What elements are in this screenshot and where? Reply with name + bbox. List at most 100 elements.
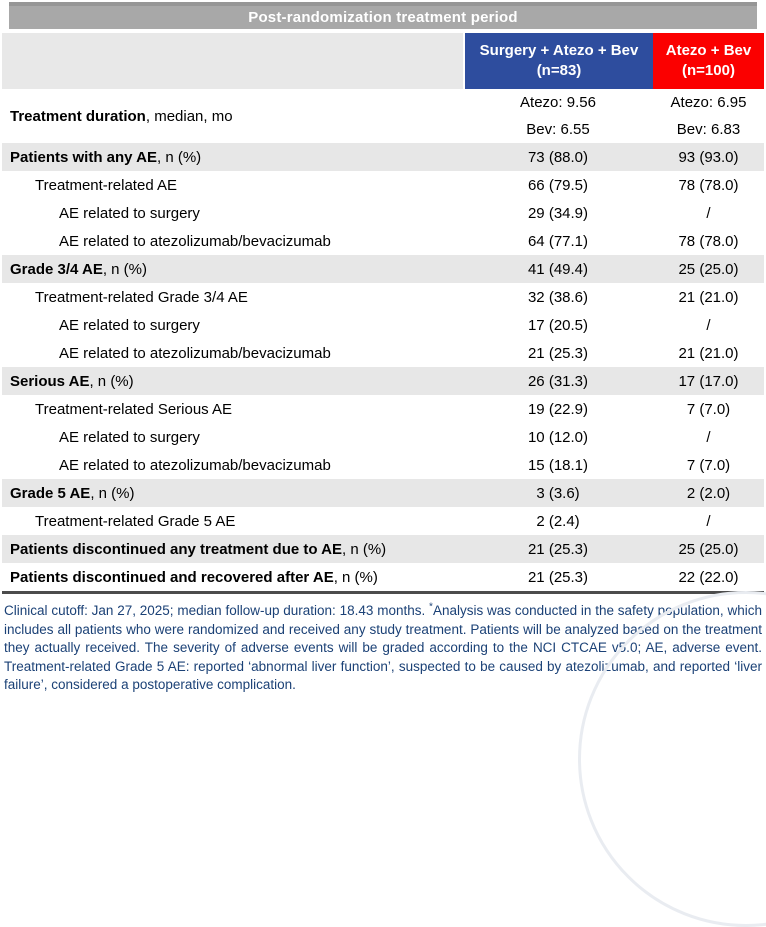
value-cell-surgery-atezo-bev: 3 (3.6)	[463, 480, 653, 507]
value-line: 21 (25.3)	[527, 344, 589, 362]
value-line: 19 (22.9)	[527, 400, 589, 418]
value-line: 26 (31.3)	[527, 372, 589, 390]
row-label: Patients discontinued any treatment due …	[2, 541, 463, 558]
row-label-rest: Treatment-related AE	[35, 176, 178, 194]
value-line: 7 (7.0)	[686, 456, 731, 474]
table-row: Treatment duration, median, mo Atezo: 9.…	[2, 89, 764, 143]
table-row: Treatment-related Grade 5 AE 2 (2.4) /	[2, 507, 764, 535]
row-label-rest: AE related to atezolizumab/bevacizumab	[59, 344, 331, 362]
row-label-rest: , median, mo	[145, 107, 233, 125]
value-line: 93 (93.0)	[678, 148, 739, 166]
value-line: 7 (7.0)	[686, 400, 731, 418]
row-label-rest: Treatment-related Grade 5 AE	[35, 512, 236, 530]
footnote: Clinical cutoff: Jan 27, 2025; median fo…	[2, 594, 764, 695]
value-line: /	[706, 512, 711, 530]
column-header-surgery-atezo-bev: Surgery + Atezo + Bev (n=83)	[463, 33, 653, 89]
value-cell-atezo-bev: Atezo: 6.95 Bev: 6.83	[653, 89, 764, 143]
value-line: 25 (25.0)	[678, 540, 739, 558]
row-label: Treatment duration, median, mo	[2, 108, 463, 125]
value-cell-atezo-bev: 7 (7.0)	[653, 452, 764, 479]
value-line: 21 (25.3)	[527, 540, 589, 558]
value-line: 78 (78.0)	[678, 232, 739, 250]
value-cell-surgery-atezo-bev: Atezo: 9.56 Bev: 6.55	[463, 89, 653, 143]
value-line: 64 (77.1)	[527, 232, 589, 250]
value-cell-surgery-atezo-bev: 29 (34.9)	[463, 200, 653, 227]
table-row: Grade 3/4 AE, n (%) 41 (49.4) 25 (25.0)	[2, 255, 764, 283]
value-line: 17 (20.5)	[527, 316, 589, 334]
row-label: AE related to surgery	[2, 317, 463, 334]
table-row: Treatment-related AE 66 (79.5) 78 (78.0)	[2, 171, 764, 199]
row-label-rest: AE related to surgery	[59, 204, 200, 222]
value-cell-surgery-atezo-bev: 19 (22.9)	[463, 396, 653, 423]
value-line: 15 (18.1)	[527, 456, 589, 474]
row-label: Grade 5 AE, n (%)	[2, 485, 463, 502]
row-label-rest: , n (%)	[89, 372, 134, 390]
row-label: Treatment-related Serious AE	[2, 401, 463, 418]
row-label: AE related to surgery	[2, 205, 463, 222]
table-body: Treatment duration, median, mo Atezo: 9.…	[2, 89, 764, 594]
value-cell-surgery-atezo-bev: 21 (25.3)	[463, 536, 653, 563]
value-cell-surgery-atezo-bev: 2 (2.4)	[463, 508, 653, 535]
column-header-name: Surgery + Atezo + Bev	[479, 42, 639, 59]
value-line: 21 (21.0)	[678, 288, 739, 306]
row-label-rest: Treatment-related Serious AE	[35, 400, 233, 418]
table-row: Grade 5 AE, n (%) 3 (3.6) 2 (2.0)	[2, 479, 764, 507]
value-cell-atezo-bev: 93 (93.0)	[653, 144, 764, 171]
row-label: Grade 3/4 AE, n (%)	[2, 261, 463, 278]
row-label-rest: , n (%)	[156, 148, 202, 166]
row-label-bold: Grade 3/4 AE	[10, 260, 103, 278]
value-line: Bev: 6.55	[526, 121, 590, 138]
value-line: Atezo: 6.95	[670, 94, 747, 111]
value-cell-surgery-atezo-bev: 64 (77.1)	[463, 228, 653, 255]
table-row: AE related to surgery 29 (34.9) /	[2, 199, 764, 227]
value-line: /	[706, 204, 711, 222]
row-label-rest: Treatment-related Grade 3/4 AE	[35, 288, 248, 306]
row-label-rest: , n (%)	[333, 568, 378, 586]
value-cell-surgery-atezo-bev: 10 (12.0)	[463, 424, 653, 451]
table-row: Patients discontinued any treatment due …	[2, 535, 764, 563]
value-line: /	[706, 316, 711, 334]
row-label: AE related to surgery	[2, 429, 463, 446]
value-cell-surgery-atezo-bev: 73 (88.0)	[463, 144, 653, 171]
value-cell-atezo-bev: 7 (7.0)	[653, 396, 764, 423]
value-cell-atezo-bev: 2 (2.0)	[653, 480, 764, 507]
value-line: Atezo: 9.56	[520, 94, 596, 111]
value-cell-atezo-bev: 78 (78.0)	[653, 228, 764, 255]
column-header-name: Atezo + Bev	[665, 42, 752, 59]
row-label-rest: AE related to atezolizumab/bevacizumab	[59, 456, 331, 474]
value-line: 21 (25.3)	[527, 568, 589, 586]
row-label-bold: Patients with any AE	[10, 148, 157, 166]
row-label: Treatment-related Grade 3/4 AE	[2, 289, 463, 306]
value-cell-atezo-bev: /	[653, 508, 764, 535]
value-cell-atezo-bev: 17 (17.0)	[653, 368, 764, 395]
value-line: 3 (3.6)	[536, 484, 580, 502]
table-row: AE related to surgery 10 (12.0) /	[2, 423, 764, 451]
row-label-rest: AE related to surgery	[59, 428, 200, 446]
value-line: 29 (34.9)	[527, 204, 589, 222]
row-label-rest: AE related to atezolizumab/bevacizumab	[59, 232, 331, 250]
value-cell-surgery-atezo-bev: 32 (38.6)	[463, 284, 653, 311]
column-header-n: (n=83)	[536, 62, 582, 79]
value-line: /	[706, 428, 711, 446]
value-line: 25 (25.0)	[678, 260, 739, 278]
row-label: Treatment-related Grade 5 AE	[2, 513, 463, 530]
footnote-analysis-note: Analysis was conducted in the safety pop…	[4, 603, 762, 693]
table-row: AE related to surgery 17 (20.5) /	[2, 311, 764, 339]
value-line: Bev: 6.83	[676, 121, 741, 138]
value-cell-atezo-bev: 21 (21.0)	[653, 284, 764, 311]
value-cell-surgery-atezo-bev: 15 (18.1)	[463, 452, 653, 479]
row-label: Treatment-related AE	[2, 177, 463, 194]
row-label-bold: Serious AE	[10, 372, 90, 390]
row-label: Patients discontinued and recovered afte…	[2, 569, 463, 586]
table-row: Treatment-related Grade 3/4 AE 32 (38.6)…	[2, 283, 764, 311]
footnote-clinical-cutoff: Clinical cutoff: Jan 27, 2025; median fo…	[4, 603, 430, 618]
value-line: 41 (49.4)	[527, 260, 589, 278]
value-line: 66 (79.5)	[527, 176, 589, 194]
value-cell-atezo-bev: 25 (25.0)	[653, 256, 764, 283]
column-header-row: Surgery + Atezo + Bev (n=83) Atezo + Bev…	[2, 33, 764, 89]
table-row: Serious AE, n (%) 26 (31.3) 17 (17.0)	[2, 367, 764, 395]
value-cell-atezo-bev: /	[653, 200, 764, 227]
row-label: Patients with any AE, n (%)	[2, 149, 463, 166]
value-cell-atezo-bev: 21 (21.0)	[653, 340, 764, 367]
